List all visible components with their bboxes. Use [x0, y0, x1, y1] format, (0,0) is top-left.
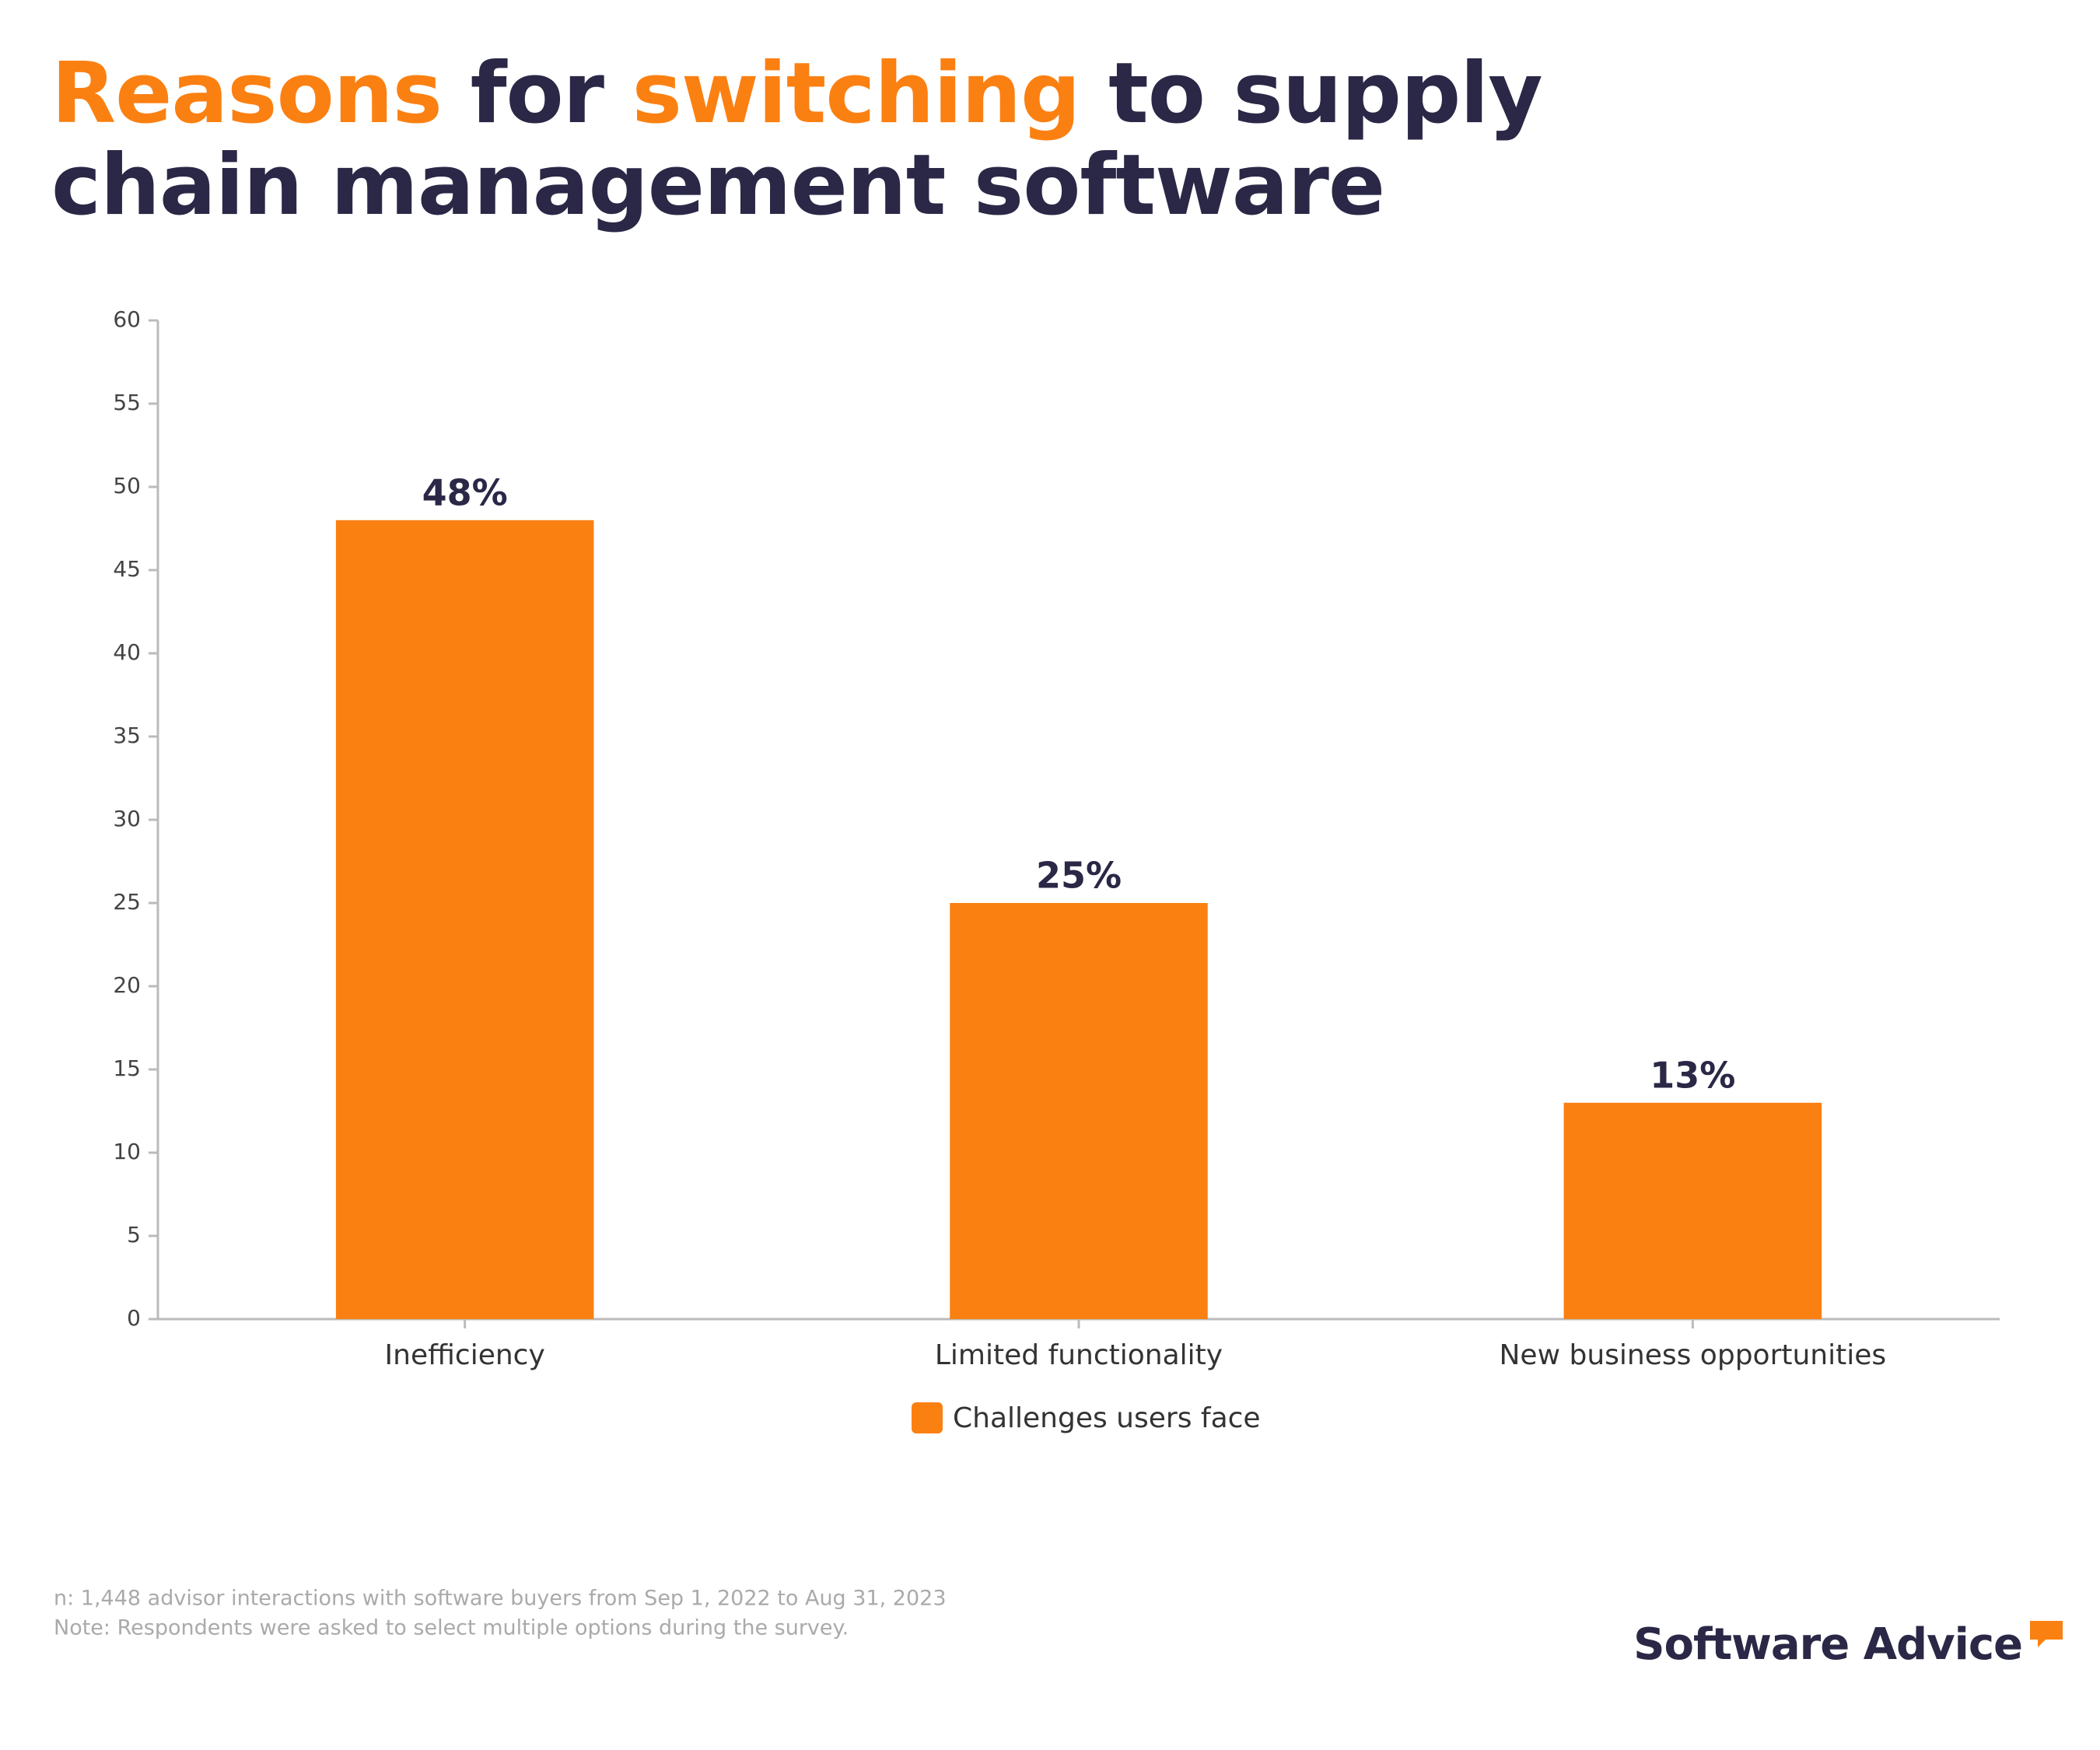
x-tick-label: Inefficiency: [385, 1339, 545, 1371]
title-part: switching: [632, 45, 1081, 142]
value-label: 25%: [1036, 855, 1122, 897]
y-tick-label: 5: [127, 1222, 141, 1248]
y-tick-label: 40: [113, 639, 141, 665]
bar: [950, 903, 1208, 1319]
y-tick-label: 35: [113, 723, 141, 748]
y-tick-label: 25: [113, 889, 141, 915]
chart-title: Reasons for switching to supply chain ma…: [51, 48, 1724, 232]
footnote: Note: Respondents were asked to select m…: [54, 1616, 849, 1640]
x-tick-label: New business opportunities: [1500, 1339, 1887, 1371]
y-tick-label: 10: [113, 1139, 141, 1164]
y-tick-label: 20: [113, 972, 141, 998]
title-part: for: [470, 45, 604, 142]
footnote: n: 1,448 advisor interactions with softw…: [54, 1587, 947, 1611]
y-tick-label: 55: [113, 390, 141, 415]
title-part: to supply chain management software: [51, 45, 1543, 234]
value-label: 13%: [1650, 1054, 1735, 1096]
value-label: 48%: [422, 471, 508, 513]
y-tick-label: 0: [127, 1305, 141, 1331]
y-tick-label: 30: [113, 806, 141, 831]
bar: [1563, 1102, 1822, 1319]
x-tick-label: Limited functionality: [935, 1339, 1223, 1371]
bar: [335, 520, 594, 1319]
legend-label: Challenges users face: [953, 1402, 1261, 1434]
y-tick-label: 45: [113, 556, 141, 582]
y-tick-label: 50: [113, 473, 141, 499]
y-tick-label: 15: [113, 1055, 141, 1081]
title-part: Reasons: [51, 45, 443, 142]
legend-swatch: [912, 1402, 943, 1433]
brand-icon: [2030, 1621, 2063, 1647]
brand-logo: Software Advice: [1633, 1619, 2022, 1670]
y-tick-label: 60: [113, 306, 141, 332]
